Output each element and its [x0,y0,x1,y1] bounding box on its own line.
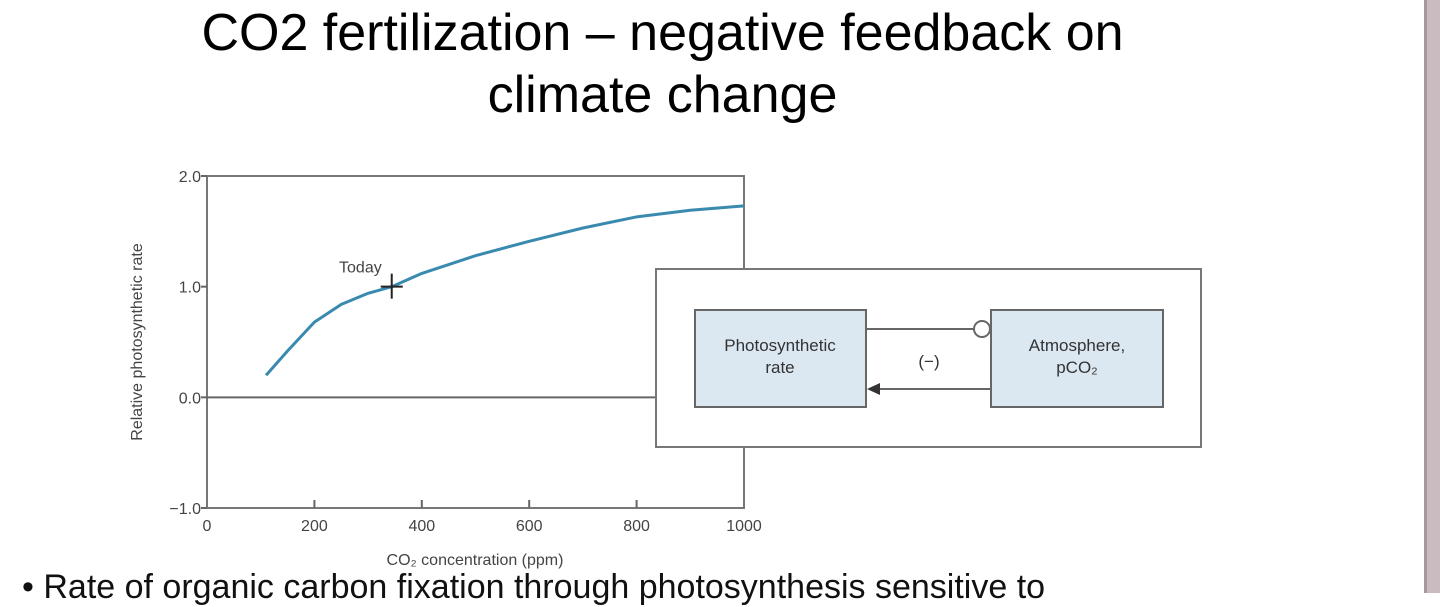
x-tick-label: 400 [408,518,435,535]
annotation-label: Today [339,260,382,277]
title-line-1: CO2 fertilization – negative feedback on [201,4,1124,62]
feedback-sign: (−) [918,352,939,371]
bullet-text: • Rate of organic carbon fixation throug… [22,568,1046,606]
figure: 0 200 400 600 800 1000 2.0 1.0 0.0 −1.0 CO₂ concen… [129,169,1202,569]
series-line [264,204,745,377]
y-tick-label: −1.0 [169,501,201,518]
y-axis-label: Relative photosynthetic rate [129,243,146,441]
y-tick-label: 1.0 [179,280,201,297]
arrowhead-icon [867,383,880,395]
window-edge [1424,0,1440,593]
atmosphere-box [990,309,1164,408]
atmosphere-label: Atmosphere, pCO₂ [1029,336,1125,377]
x-tick-label: 200 [301,518,328,535]
x-tick-label: 800 [623,518,650,535]
x-tick-label: 0 [203,518,212,535]
y-tick-label: 0.0 [179,390,201,407]
y-tick-label: 2.0 [179,169,201,186]
slide-title: CO2 fertilization – negative feedback on… [0,2,1325,126]
x-axis-label: CO₂ concentration (ppm) [387,552,564,569]
title-line-2: climate change [487,66,838,124]
photosynthetic-rate-label: Photosynthetic rate [724,336,836,377]
x-tick-label: 600 [516,518,543,535]
inhibit-circle-icon [973,320,991,338]
photosynthetic-rate-box [694,309,867,408]
x-tick-label: 1000 [726,518,762,535]
chart: 0 200 400 600 800 1000 2.0 1.0 0.0 −1.0 CO₂ concen… [129,169,762,569]
feedback-diagram: Photosynthetic rate Atmosphere, pCO₂ (−) [655,268,1202,448]
